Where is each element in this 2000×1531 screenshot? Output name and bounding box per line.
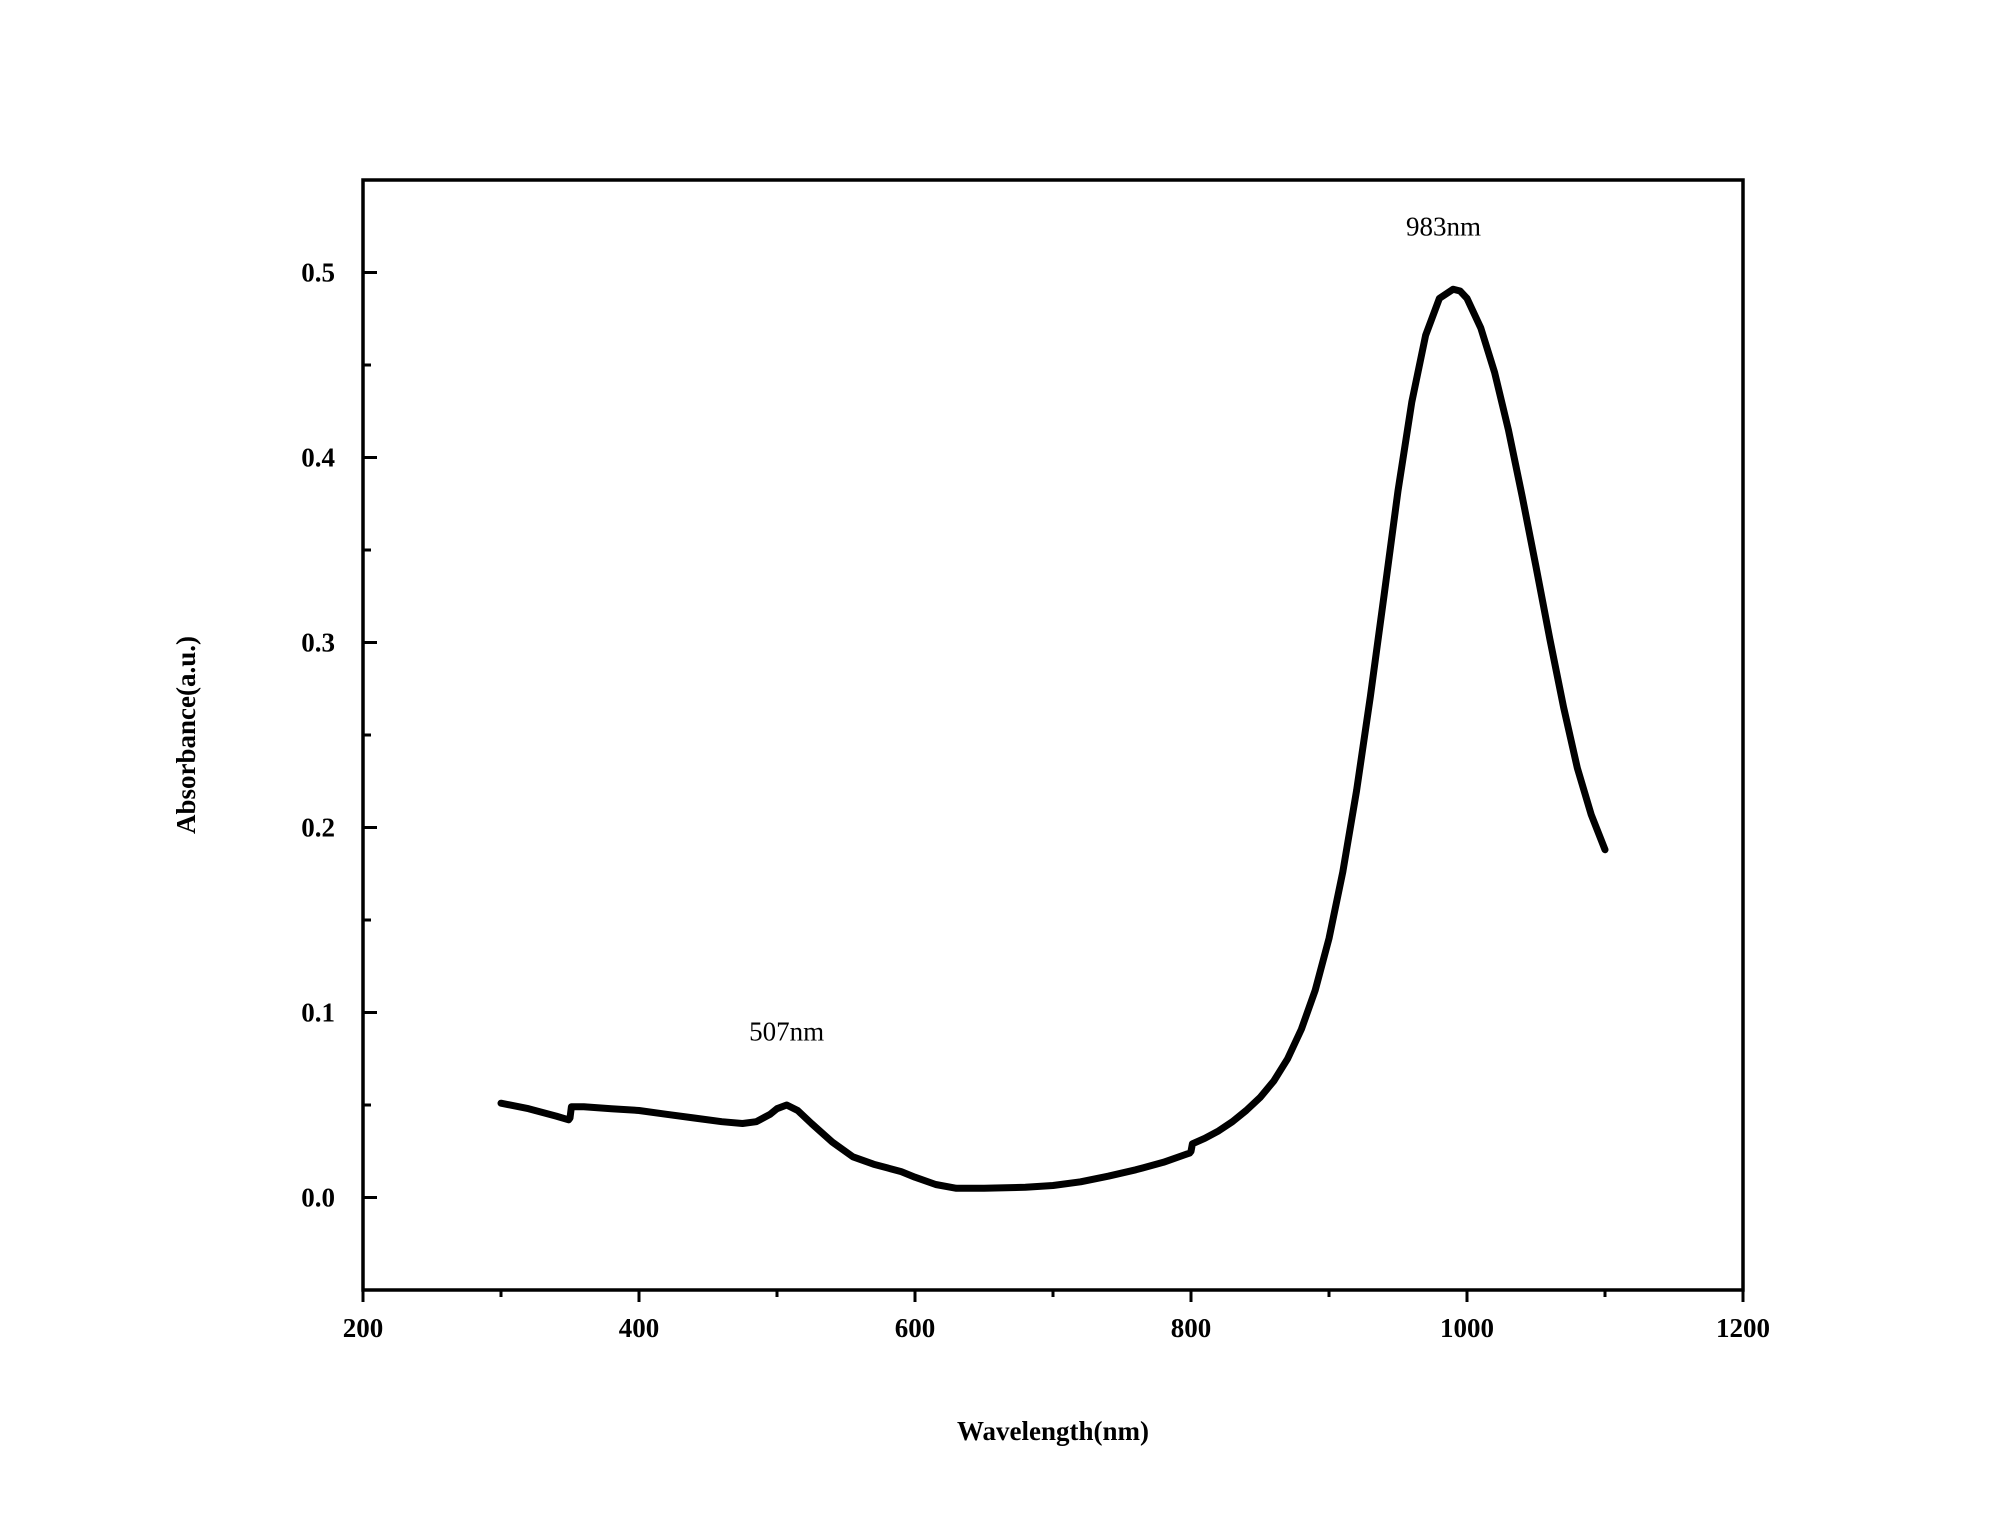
y-tick-label: 0.1 [301,998,335,1028]
y-tick-label: 0.4 [301,443,335,473]
x-axis-title: Wavelength(nm) [957,1416,1149,1446]
plot-frame [361,178,1745,1292]
x-tick-label: 1200 [1716,1313,1770,1343]
peak-label: 983nm [1406,212,1481,242]
x-tick-label: 1000 [1440,1313,1494,1343]
peak-annotations: 507nm 983nm [749,212,1481,1047]
x-tick-label: 200 [343,1313,384,1343]
y-axis-ticks: 0.0 0.1 0.2 0.3 0.4 0.5 [301,258,377,1213]
y-tick-label: 0.2 [301,813,335,843]
y-tick-label: 0.0 [301,1183,335,1213]
peak-label: 507nm [749,1016,824,1046]
y-tick-label: 0.3 [301,628,335,658]
x-tick-label: 800 [1171,1313,1212,1343]
x-tick-label: 600 [895,1313,936,1343]
x-tick-label: 400 [619,1313,660,1343]
x-axis-ticks: 200 400 600 800 1000 1200 [343,1290,1770,1343]
absorbance-series-line [497,285,1609,1192]
y-axis-title: Absorbance(a.u.) [171,636,201,834]
y-tick-label: 0.5 [301,258,335,288]
